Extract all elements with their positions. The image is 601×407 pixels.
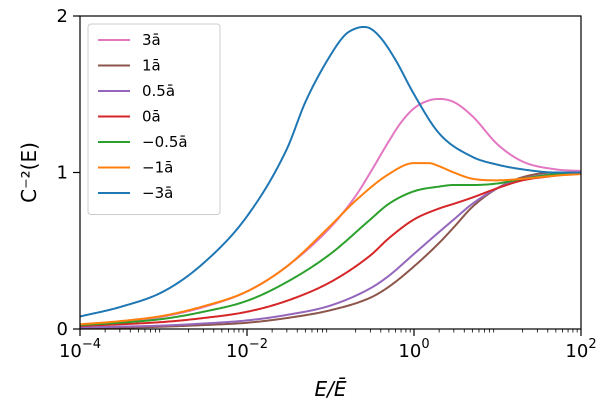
- x-axis-label: E/Ē: [314, 377, 346, 401]
- series-line-5: [80, 162, 581, 326]
- x-tick-label-base: 10: [398, 341, 421, 362]
- y-tick-label: 2: [57, 6, 68, 27]
- x-tick-label-exponent: −2: [249, 337, 268, 352]
- plot-area: [80, 25, 581, 329]
- legend-entry-label: −3ā: [142, 184, 173, 202]
- legend-entry-label: −0.5ā: [142, 133, 188, 151]
- y-tick-label: 1: [57, 163, 68, 184]
- x-tick-label-exponent: 0: [421, 337, 429, 352]
- legend-entry-label: 0ā: [142, 108, 161, 126]
- legend-entry-label: 0.5ā: [142, 82, 175, 100]
- legend-entry-label: −1ā: [142, 159, 173, 177]
- legend: 3ā 1ā 0.5ā 0ā −0.5ā −1ā −3ā: [87, 23, 221, 215]
- series-line-6: [80, 25, 581, 318]
- y-axis-label: C⁻²(E): [17, 142, 41, 203]
- x-tick-label: 100: [398, 337, 429, 362]
- series-line-3: [80, 171, 581, 327]
- x-tick-label-base: 10: [59, 341, 82, 362]
- x-tick-label: 102: [565, 337, 596, 362]
- x-tick-label-base: 10: [565, 341, 588, 362]
- x-tick-label-exponent: 2: [588, 337, 596, 352]
- series-layer: [80, 25, 581, 329]
- y-tick-label: 0: [57, 319, 68, 340]
- series-line-4: [80, 171, 581, 327]
- x-tick-label-exponent: −4: [82, 337, 101, 352]
- x-tick-label-base: 10: [226, 341, 249, 362]
- legend-entry-label: 1ā: [142, 57, 161, 75]
- x-tick-label: 10−4: [59, 337, 101, 362]
- legend-entry-label: 3ā: [142, 31, 161, 49]
- x-tick-label: 10−2: [226, 337, 268, 362]
